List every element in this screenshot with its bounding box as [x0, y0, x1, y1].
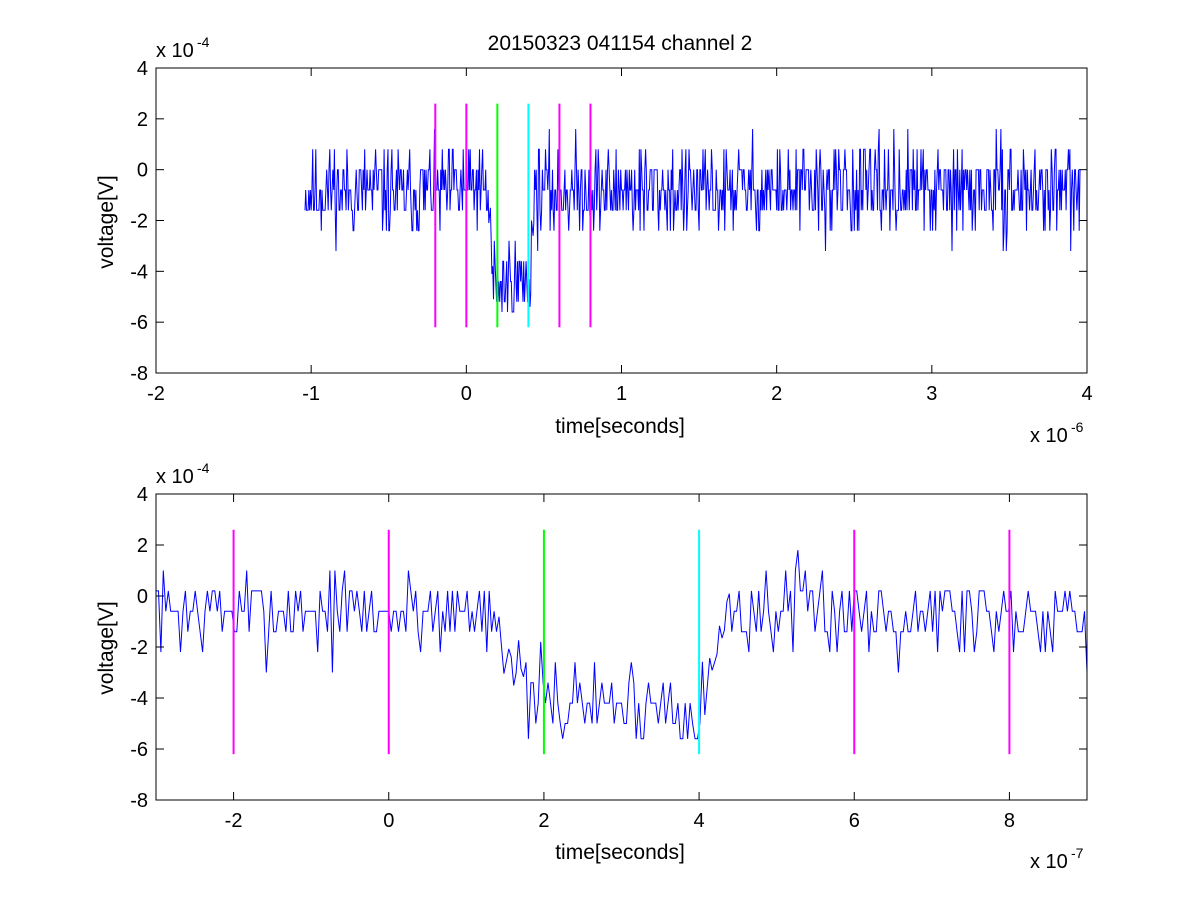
- bottom-chart-y-axis-label: voltage[V]: [95, 601, 118, 694]
- bottom-chart-y-tick-label: -6: [130, 739, 148, 761]
- top-chart-y-tick-label: 0: [137, 160, 148, 182]
- bottom-chart-x-tick-label: 6: [849, 810, 860, 832]
- top-chart-y-tick-label: 2: [137, 109, 148, 131]
- top-chart-x-tick-label: 3: [926, 383, 937, 405]
- top-chart-y-axis-label: voltage[V]: [95, 175, 118, 268]
- top-chart-x-tick-label: 1: [616, 383, 627, 405]
- top-chart-y-tick-label: -2: [130, 211, 148, 233]
- top-chart-x-tick-label: -2: [147, 383, 165, 405]
- top-chart-y-tick-label: 4: [137, 58, 148, 80]
- bottom-chart-y-exponent: x 10 -4: [156, 460, 210, 488]
- bottom-chart-x-exponent-base: x 10: [1030, 851, 1068, 873]
- chart-title: 20150323 041154 channel 2: [488, 32, 753, 55]
- bottom-chart: -2 0 2 4 6 8 -8 -6 -4 -2 0 2 4 time[seconds] voltage…: [95, 460, 1088, 873]
- bottom-chart-y-tick-label: -4: [130, 688, 148, 710]
- bottom-chart-y-tick-label: 0: [137, 586, 148, 608]
- top-chart: 20150323 041154 channel 2 -2 -1 0 1 2 3 4-8-6-…: [95, 32, 1093, 447]
- top-chart-y-tick-label: -8: [130, 363, 148, 385]
- bottom-chart-y-tick-label: 2: [137, 535, 148, 557]
- bottom-chart-signal-line: [156, 550, 1088, 740]
- top-chart-x-exponent-base: x 10: [1030, 425, 1068, 447]
- bottom-chart-y-tick-label: -2: [130, 637, 148, 659]
- bottom-chart-y-exponent-base: x 10: [156, 466, 194, 488]
- bottom-chart-y-tick-label: -8: [130, 790, 148, 812]
- bottom-chart-x-exponent: x 10 -7: [1030, 845, 1084, 873]
- bottom-chart-x-tick-label: 4: [694, 810, 705, 832]
- bottom-chart-x-tick-label: -2: [225, 810, 243, 832]
- top-chart-y-exponent-base: x 10: [156, 40, 194, 62]
- bottom-chart-x-tick-label: 0: [383, 810, 394, 832]
- bottom-chart-y-exponent-power: -4: [197, 460, 210, 476]
- top-chart-x-tick-label: 0: [461, 383, 472, 405]
- bottom-chart-x-tick-label: 8: [1004, 810, 1015, 832]
- bottom-chart-y-tick-label: 4: [137, 484, 148, 506]
- top-chart-x-tick-label: 4: [1081, 383, 1092, 405]
- top-chart-x-axis-label: time[seconds]: [555, 415, 685, 438]
- top-chart-signal-line: [304, 128, 1081, 313]
- top-chart-y-exponent-power: -4: [197, 34, 210, 50]
- top-chart-y-exponent: x 10 -4: [156, 34, 210, 62]
- top-chart-plot-area: -2 -1 0 1 2 3 4 -8 -6 -4 -2 0 2 4: [130, 58, 1092, 405]
- bottom-chart-plot-area: -2 0 2 4 6 8 -8 -6 -4 -2 0 2 4: [130, 484, 1088, 832]
- bottom-chart-x-tick-label: 2: [538, 810, 549, 832]
- top-chart-y-tick-label: -4: [130, 261, 148, 283]
- top-chart-x-tick-label: -1: [302, 383, 320, 405]
- top-chart-x-exponent-power: -6: [1071, 419, 1084, 435]
- bottom-chart-x-axis-label: time[seconds]: [555, 841, 685, 864]
- top-chart-x-tick-label: 2: [771, 383, 782, 405]
- top-chart-y-tick-label: -6: [130, 312, 148, 334]
- top-chart-x-exponent: x 10 -6: [1030, 419, 1084, 447]
- bottom-chart-x-exponent-power: -7: [1071, 845, 1084, 861]
